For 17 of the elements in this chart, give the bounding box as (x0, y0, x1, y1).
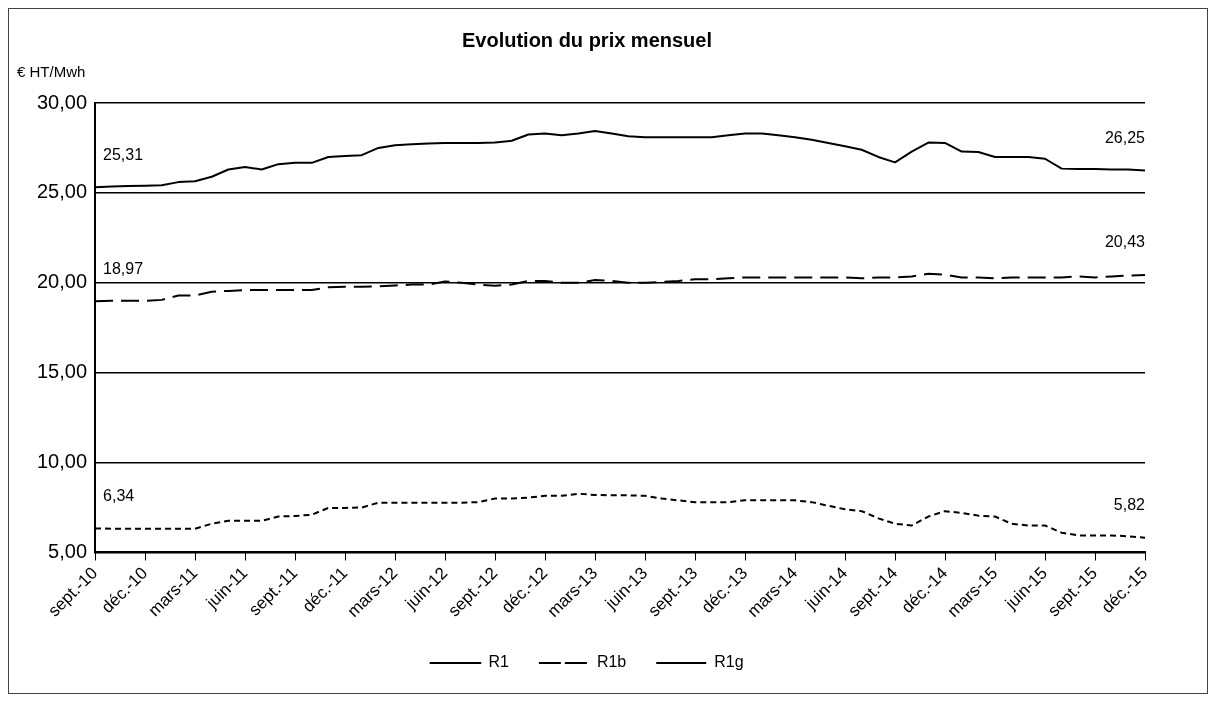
y-tick-label: 30,00 (36, 90, 88, 113)
y-tick-label: 20,00 (36, 270, 88, 293)
legend-label: R1 (488, 653, 509, 671)
y-axis-title: € HT/Mwh (17, 62, 86, 80)
annotation: 6,34 (103, 486, 135, 504)
legend-label: R1g (714, 653, 744, 671)
chart-title: Evolution du prix mensuel (461, 28, 713, 51)
annotation: 5,82 (1113, 496, 1146, 514)
annotation: 18,97 (103, 259, 144, 277)
annotation: 25,31 (103, 145, 144, 163)
y-tick-label: 15,00 (36, 360, 88, 383)
y-tick-label: 10,00 (36, 450, 88, 473)
annotation: 26,25 (1104, 128, 1146, 146)
legend-label: R1b (596, 653, 627, 671)
y-tick-label: 5,00 (48, 540, 88, 562)
y-tick-label: 25,00 (36, 180, 88, 203)
annotation: 20,43 (1104, 233, 1146, 251)
